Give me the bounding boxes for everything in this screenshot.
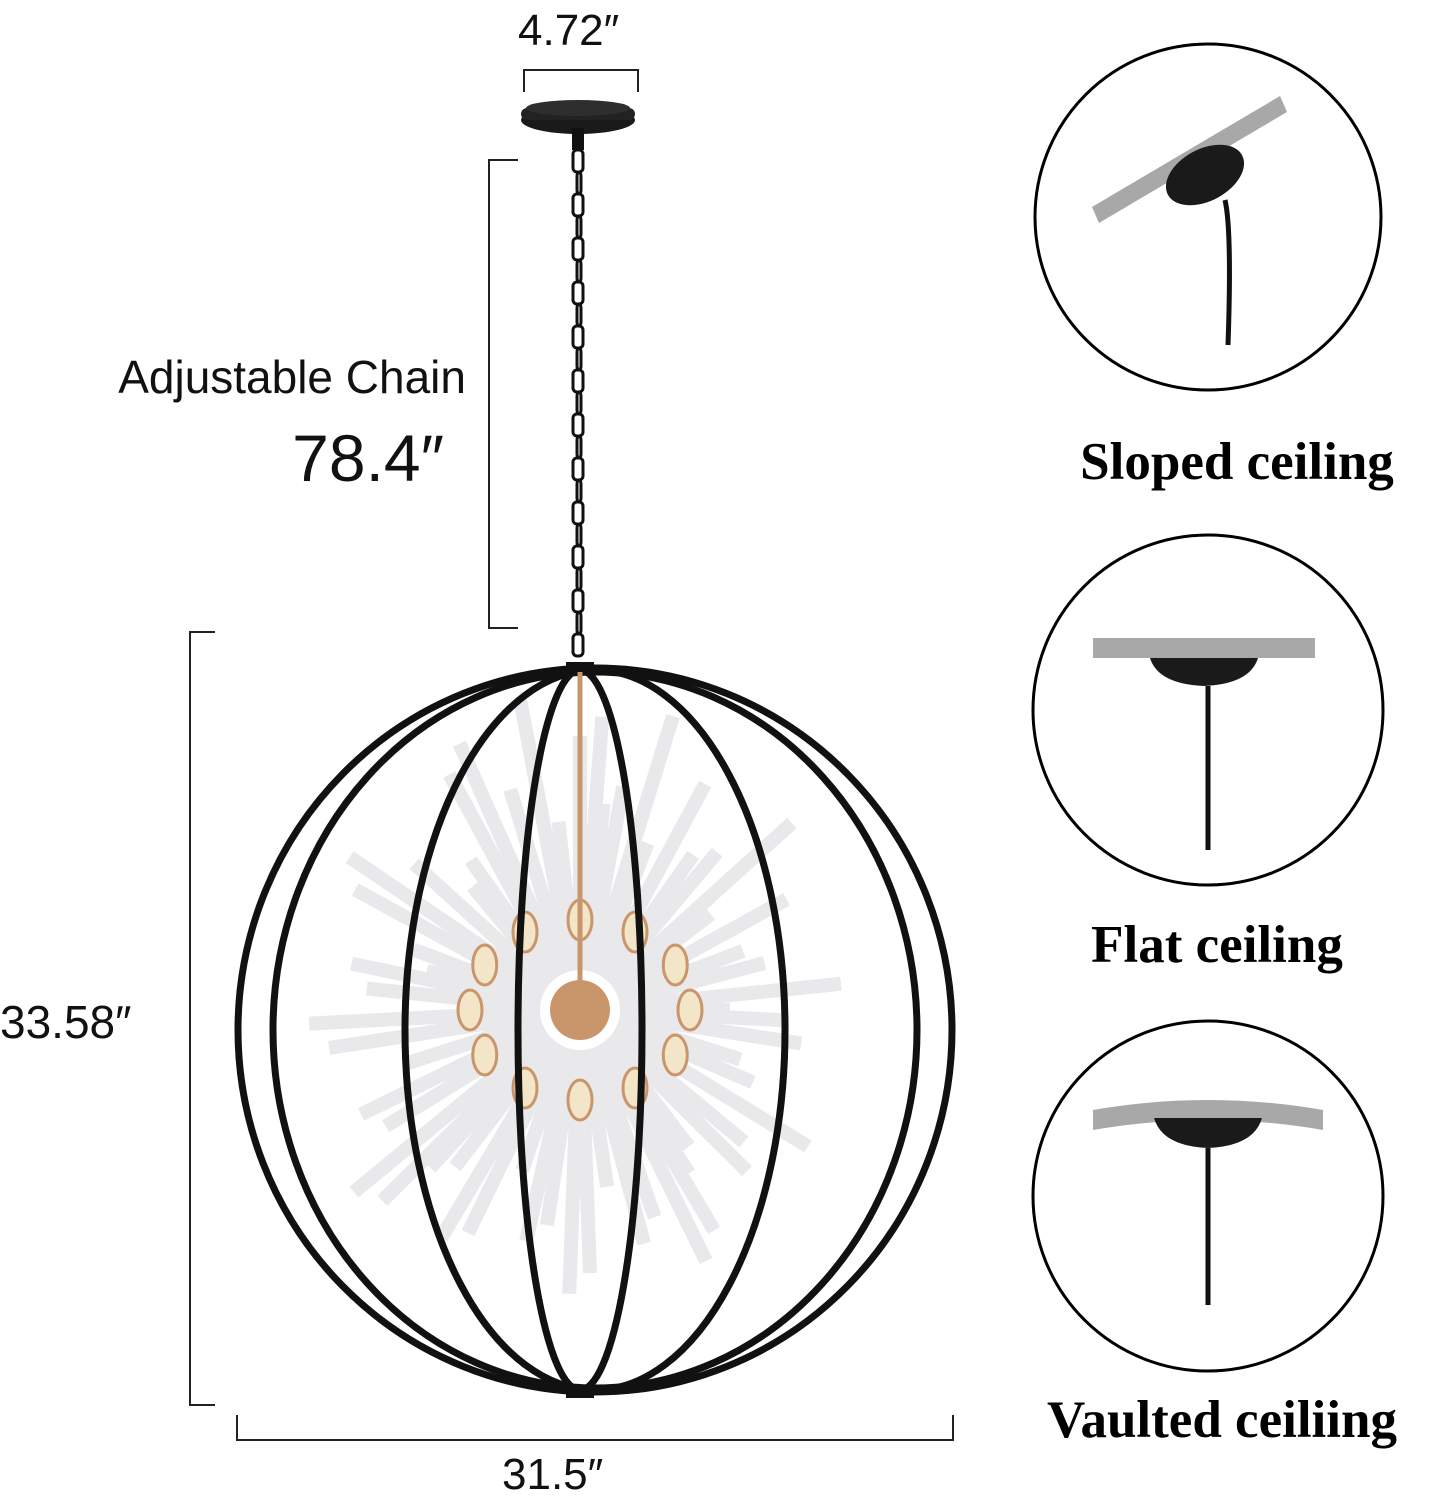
glass-rod — [540, 1048, 580, 1227]
chain-link — [571, 192, 585, 218]
dimension-lines — [189, 69, 954, 1441]
width-label: 31.5″ — [502, 1450, 604, 1499]
chain-length-label: 78.4″ — [292, 421, 444, 495]
glass-rod — [588, 1044, 662, 1220]
vaulted-ceiling-illustration — [1031, 1019, 1385, 1373]
canopy — [521, 100, 635, 150]
chain-link — [571, 324, 585, 350]
flat-ceiling-illustration — [1031, 533, 1385, 887]
chain-link — [571, 368, 585, 394]
chain-link — [571, 588, 585, 614]
glass-rod — [366, 981, 541, 1014]
chain-link — [575, 522, 583, 548]
glass-rod — [513, 697, 579, 973]
glass-rod — [328, 1008, 542, 1055]
sloped-ceiling-label: Sloped ceiling — [1080, 433, 1394, 491]
glass-rod — [351, 883, 548, 1000]
chain-link — [571, 632, 585, 658]
chain-link — [571, 500, 585, 526]
glass-rod — [443, 770, 565, 980]
width-bracket — [236, 1415, 954, 1441]
chain-link — [575, 390, 583, 416]
chain-link — [575, 434, 583, 460]
chain-link — [575, 566, 583, 592]
glass-rod — [449, 1035, 559, 1172]
glass-rod — [345, 851, 550, 996]
glass-rod — [308, 1004, 541, 1031]
chain-link — [575, 214, 583, 240]
glass-rod — [595, 780, 712, 980]
bulb — [471, 1033, 499, 1077]
bulb — [661, 943, 689, 987]
glass-rod — [515, 1044, 572, 1173]
sphere-frame — [234, 664, 956, 1396]
glass-rod — [503, 787, 574, 975]
chain-link — [575, 610, 583, 636]
canopy-width-label: 4.72″ — [518, 6, 620, 55]
canopy-width-bracket — [523, 69, 639, 92]
chain-length-bracket — [488, 159, 518, 629]
vaulted-ceiling-label: Vaulted ceiliing — [1047, 1391, 1397, 1449]
hub — [550, 980, 610, 1040]
height-bracket — [189, 631, 215, 1406]
sloped-ceiling-illustration — [1033, 42, 1383, 392]
height-label: 33.58″ — [0, 996, 132, 1048]
chain-link — [575, 478, 583, 504]
glass-rod — [608, 1027, 749, 1148]
chain-link — [571, 280, 585, 306]
chain-link — [571, 148, 585, 174]
chain-link — [575, 258, 583, 284]
chain-link — [575, 170, 583, 196]
glass-rod — [461, 1041, 567, 1237]
chain-link — [571, 456, 585, 482]
chain-link — [571, 544, 585, 570]
bulb — [566, 1078, 594, 1122]
starburst-rods — [308, 697, 842, 1295]
chain-link — [571, 412, 585, 438]
chain-link — [575, 346, 583, 372]
flat-ceiling-label: Flat ceiling — [1091, 916, 1343, 974]
glass-rod — [580, 1048, 615, 1188]
chain — [571, 148, 585, 658]
glass-rod — [619, 976, 842, 1014]
glass-rod — [596, 1039, 721, 1235]
chain-link — [571, 236, 585, 262]
bulb — [661, 1033, 689, 1077]
chain-link — [575, 302, 583, 328]
chain-label: Adjustable Chain — [118, 351, 466, 403]
glass-rod — [578, 802, 611, 972]
bulb — [471, 943, 499, 987]
glass-rod — [409, 858, 553, 991]
bulb — [456, 988, 484, 1032]
glass-rod — [599, 850, 699, 984]
bulb — [676, 988, 704, 1032]
